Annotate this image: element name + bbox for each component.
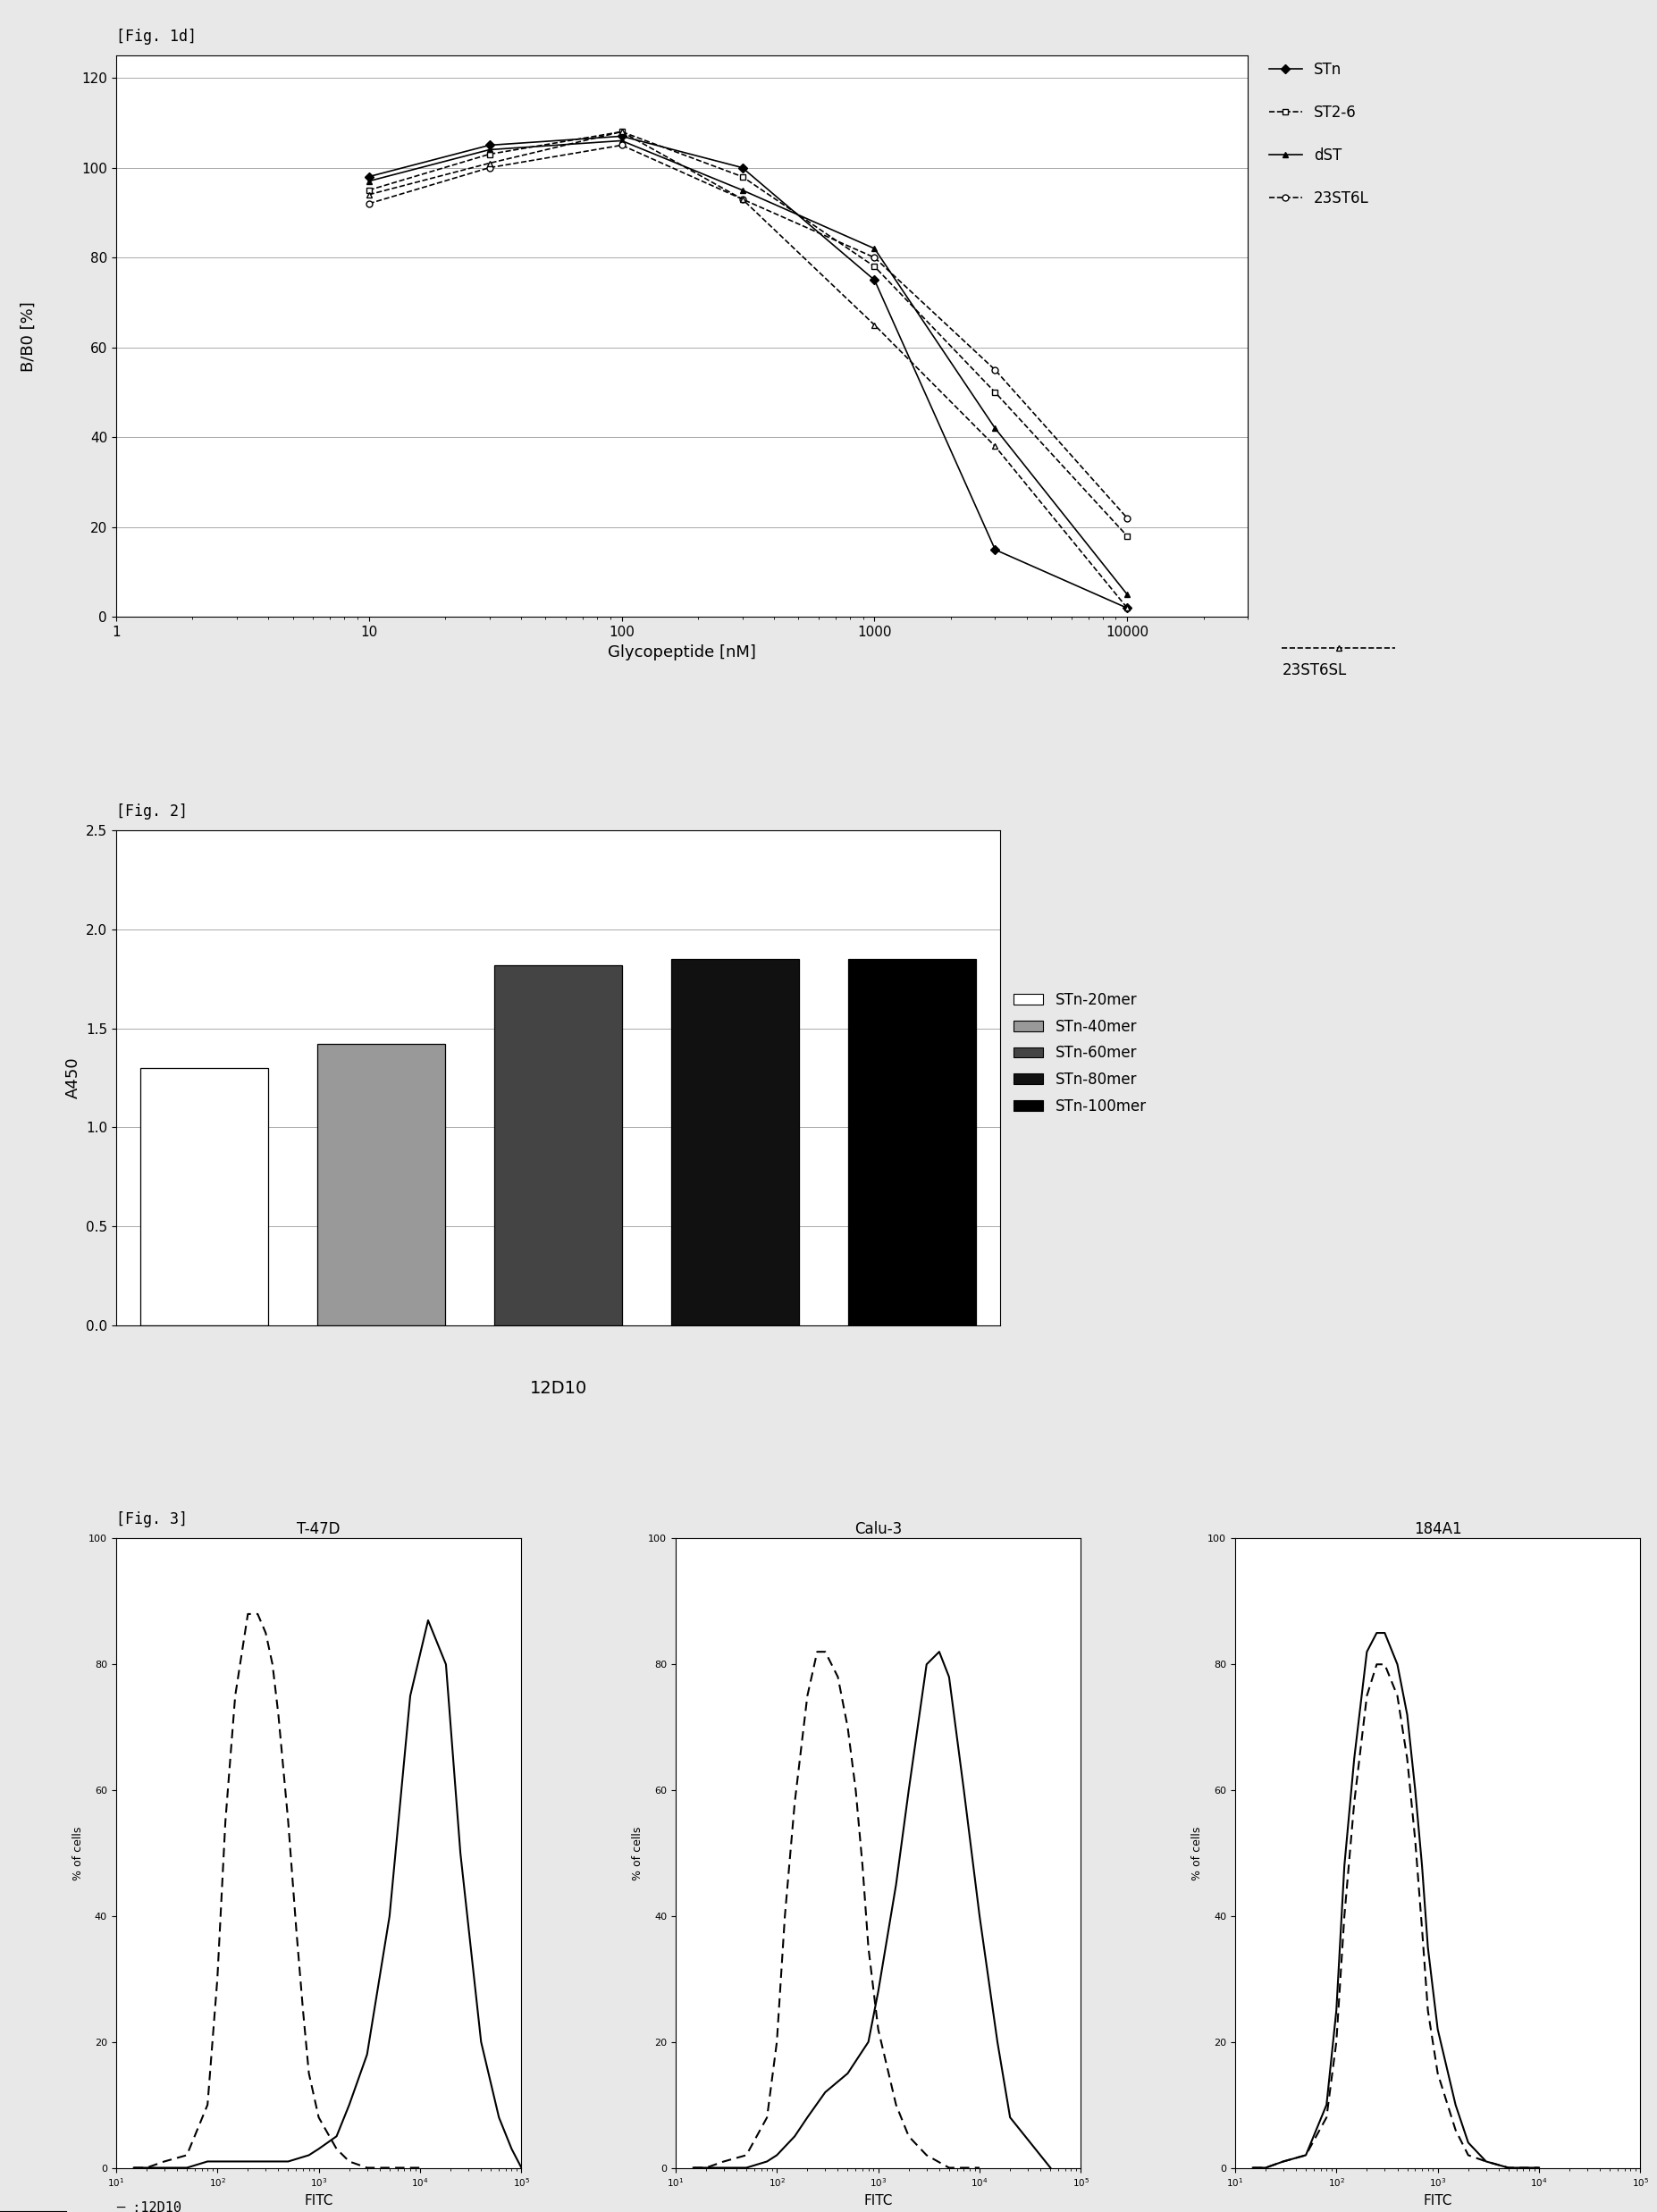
- X-axis label: Glycopeptide [nM]: Glycopeptide [nM]: [608, 644, 756, 659]
- X-axis label: FITC: FITC: [1423, 2194, 1452, 2208]
- Y-axis label: % of cells: % of cells: [71, 1827, 83, 1880]
- Title: T-47D: T-47D: [297, 1522, 340, 1537]
- Text: 23ST6SL: 23ST6SL: [1283, 661, 1347, 679]
- Legend: STn, ST2-6, dST, 23ST6L: STn, ST2-6, dST, 23ST6L: [1263, 55, 1375, 212]
- Text: ─ :12D10: ─ :12D10: [116, 2201, 181, 2212]
- Y-axis label: % of cells: % of cells: [1191, 1827, 1203, 1880]
- Title: 184A1: 184A1: [1413, 1522, 1461, 1537]
- Text: [Fig. 1d]: [Fig. 1d]: [116, 29, 197, 44]
- Y-axis label: % of cells: % of cells: [631, 1827, 643, 1880]
- Y-axis label: B/B0 [%]: B/B0 [%]: [20, 301, 36, 372]
- Title: Calu-3: Calu-3: [855, 1522, 901, 1537]
- Legend: STn-20mer, STn-40mer, STn-60mer, STn-80mer, STn-100mer: STn-20mer, STn-40mer, STn-60mer, STn-80m…: [1007, 987, 1152, 1119]
- Text: [Fig. 3]: [Fig. 3]: [116, 1511, 187, 1528]
- Bar: [318, 1044, 446, 1325]
- Bar: [494, 964, 621, 1325]
- Bar: [848, 960, 976, 1325]
- Bar: [671, 960, 799, 1325]
- Text: 12D10: 12D10: [530, 1380, 587, 1398]
- Bar: [141, 1068, 268, 1325]
- X-axis label: FITC: FITC: [305, 2194, 333, 2208]
- X-axis label: FITC: FITC: [863, 2194, 893, 2208]
- Y-axis label: A450: A450: [65, 1057, 81, 1099]
- Text: [Fig. 2]: [Fig. 2]: [116, 803, 187, 821]
